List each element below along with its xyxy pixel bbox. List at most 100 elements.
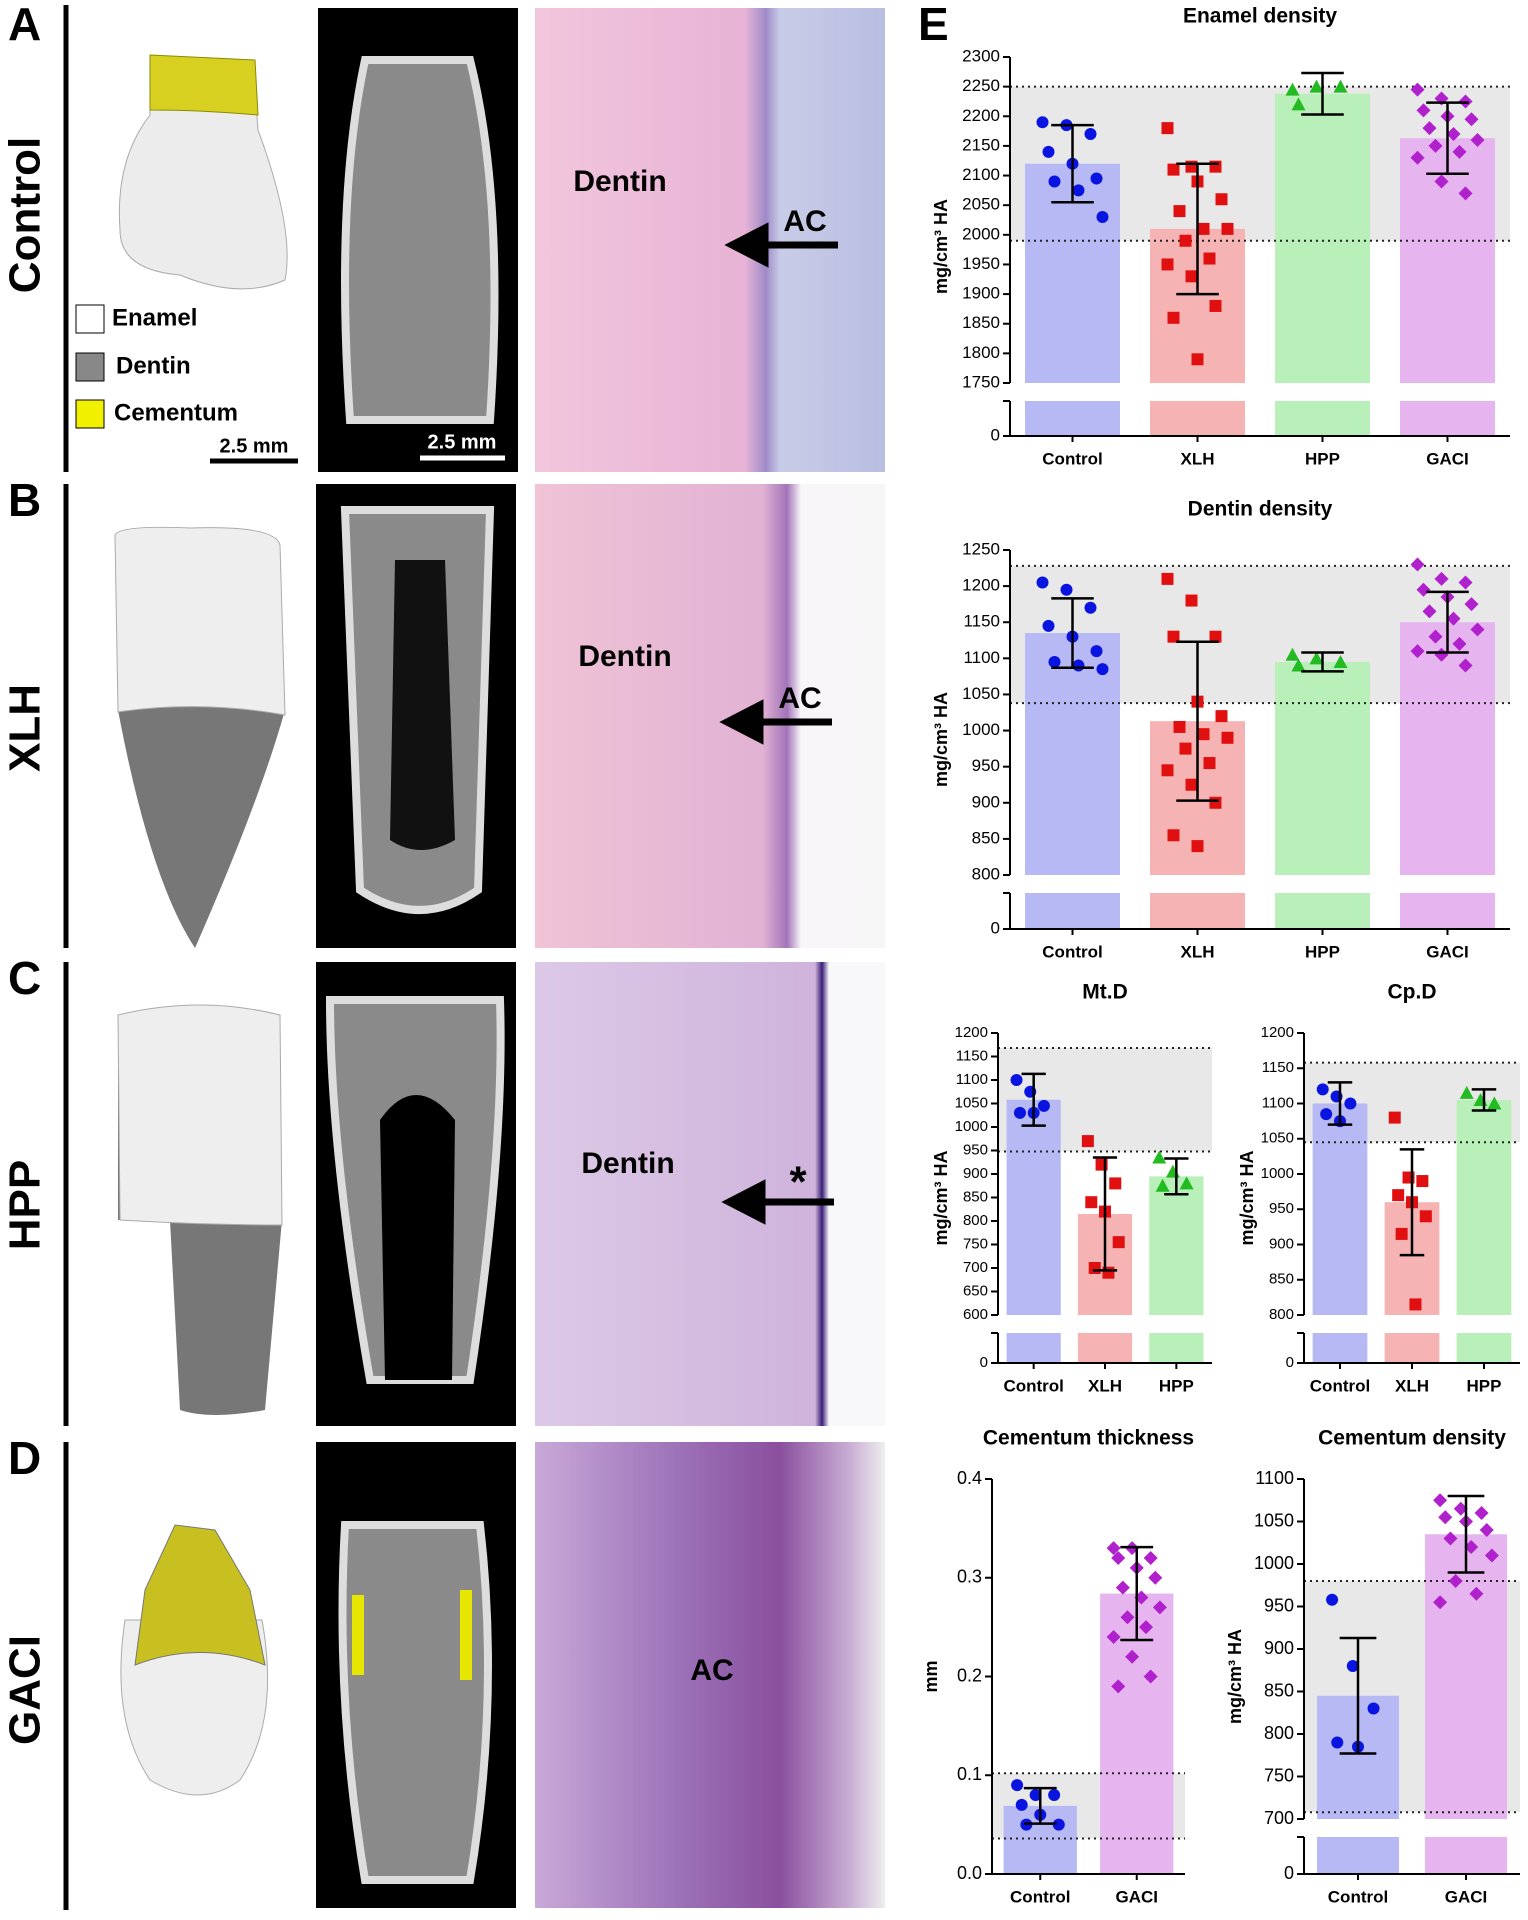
error-bar <box>1176 640 1219 802</box>
point <box>1048 175 1061 188</box>
bar <box>1400 138 1495 383</box>
point <box>1167 163 1180 176</box>
x-tick-label: XLH <box>1181 942 1215 961</box>
y-tick-label: 0 <box>1284 1863 1294 1883</box>
y-tick-label: 0 <box>991 918 1000 937</box>
error-bar <box>1471 1088 1497 1112</box>
y-tick-label: 800 <box>1264 1723 1294 1743</box>
y-tick-label: 0.2 <box>957 1665 982 1685</box>
error-bar <box>1426 590 1469 654</box>
y-tick-label: 1250 <box>962 539 1000 558</box>
point <box>1173 720 1186 733</box>
y-tick-label: 950 <box>963 1141 988 1158</box>
error-bar <box>1120 1545 1154 1642</box>
y-axis-label: mg/cm³ HA <box>931 199 951 294</box>
point <box>1433 1595 1448 1610</box>
point <box>1152 1600 1167 1615</box>
panel-label: E <box>918 0 949 50</box>
point <box>1096 211 1109 224</box>
y-axis-label: mg/cm³ HA <box>1237 1150 1257 1245</box>
cementum <box>134 1524 266 1666</box>
bar <box>1275 661 1370 875</box>
point <box>1464 597 1479 612</box>
point <box>1209 630 1222 643</box>
point <box>1428 138 1443 153</box>
y-tick-label: 1000 <box>1254 1553 1294 1573</box>
error-bar <box>1327 1081 1353 1126</box>
point <box>1215 710 1228 723</box>
point <box>1048 1789 1061 1801</box>
point <box>1446 611 1461 626</box>
histology <box>535 8 885 472</box>
bar <box>1400 622 1495 875</box>
x-tick-label: Control <box>1310 1376 1370 1395</box>
x-tick-label: GACI <box>1445 1887 1488 1906</box>
error-bar <box>1164 1157 1189 1196</box>
y-tick-label: 850 <box>1269 1271 1294 1288</box>
point <box>1120 1610 1135 1625</box>
legend-label: Cementum <box>114 399 238 426</box>
microct-tooth <box>338 1521 492 1884</box>
point <box>1197 728 1210 741</box>
arrow <box>721 1179 834 1225</box>
row-label: HPP <box>1 1160 50 1250</box>
point <box>1036 116 1049 129</box>
point <box>1443 1531 1458 1546</box>
x-tick-label: Control <box>1042 942 1102 961</box>
histology <box>535 1442 885 1908</box>
point <box>1084 601 1097 614</box>
point <box>1112 1236 1125 1249</box>
point <box>1433 1493 1448 1508</box>
histology <box>535 484 885 948</box>
microct-tooth <box>341 56 499 424</box>
y-tick-label: 0.1 <box>957 1764 982 1784</box>
y-tick-label: 0.4 <box>957 1468 982 1488</box>
y-tick-label: 1050 <box>1254 1510 1294 1530</box>
y-tick-label: 1850 <box>962 313 1000 332</box>
histology <box>535 962 885 1426</box>
error-bar <box>1426 101 1469 176</box>
bar <box>1456 1099 1512 1315</box>
point <box>1285 82 1300 96</box>
point <box>1209 796 1222 809</box>
y-tick-label: 850 <box>972 828 1000 847</box>
histology-label: Dentin <box>581 1147 674 1180</box>
panel-label: C <box>8 952 41 1004</box>
error-bar <box>1092 1156 1118 1272</box>
point <box>1291 97 1306 111</box>
point <box>1446 127 1461 142</box>
point <box>1152 1150 1167 1164</box>
point <box>1185 270 1198 283</box>
point <box>1469 1586 1484 1601</box>
y-tick-label: 1000 <box>1261 1165 1294 1182</box>
bar-stub <box>1025 401 1120 436</box>
bar-stub <box>1150 893 1245 929</box>
bar-stub <box>1150 401 1245 436</box>
point <box>1139 1620 1154 1635</box>
bar <box>1275 93 1370 384</box>
x-tick-label: HPP <box>1305 449 1340 468</box>
y-axis-label: mg/cm³ HA <box>931 1150 951 1245</box>
y-tick-label: 0 <box>980 1354 988 1371</box>
crown <box>114 526 286 716</box>
y-tick-label: 2200 <box>962 106 1000 125</box>
y-tick-label: 0 <box>1286 1354 1294 1371</box>
point <box>1179 742 1192 755</box>
point <box>1167 630 1180 643</box>
point <box>1474 1506 1489 1520</box>
point <box>1320 1108 1333 1121</box>
point <box>1434 571 1449 586</box>
y-tick-label: 900 <box>1269 1235 1294 1252</box>
point <box>1344 1097 1357 1110</box>
x-tick-label: XLH <box>1088 1376 1122 1395</box>
y-tick-label: 1100 <box>963 648 1000 667</box>
error-bar <box>1447 1494 1485 1574</box>
chart-title: Cementum thickness <box>983 1427 1194 1450</box>
point <box>1011 1779 1024 1792</box>
point <box>1203 252 1216 265</box>
point <box>1309 651 1324 665</box>
chart-title: Dentin density <box>1188 498 1333 521</box>
bar-stub <box>1400 893 1495 929</box>
error-bar <box>1023 1786 1057 1825</box>
point <box>1221 222 1234 235</box>
